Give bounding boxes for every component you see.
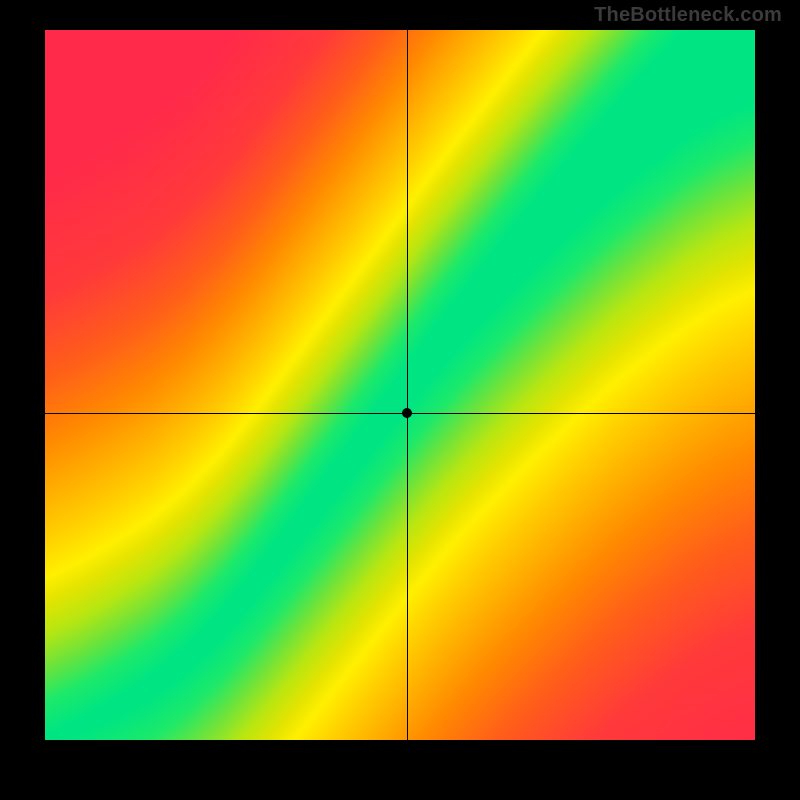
heatmap-plot [45,30,755,740]
heatmap-canvas [45,30,755,740]
crosshair-vertical [407,30,408,740]
chart-frame: TheBottleneck.com [0,0,800,800]
watermark-text: TheBottleneck.com [594,4,782,27]
crosshair-horizontal [45,413,755,414]
